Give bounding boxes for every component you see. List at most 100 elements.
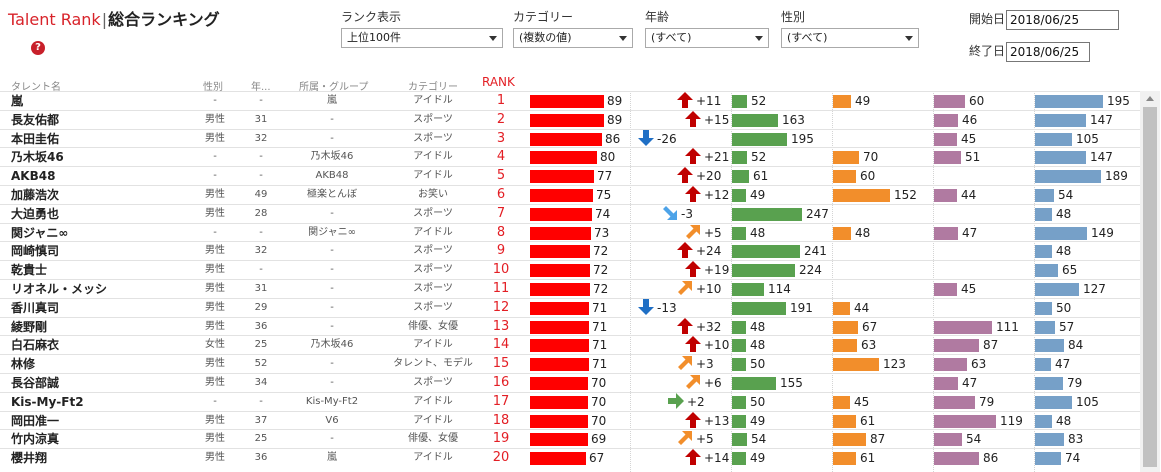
rank-change-value: +10	[704, 338, 730, 353]
metric-bar	[732, 377, 776, 390]
header-name[interactable]: タレント名	[11, 82, 61, 93]
trend-up-icon	[677, 317, 693, 334]
category-cell: アイドル	[413, 226, 453, 238]
score-bar	[530, 189, 593, 202]
category-cell: アイドル	[413, 95, 453, 106]
talent-name: 乃木坂46	[11, 150, 64, 165]
header-rank[interactable]: RANK	[482, 75, 515, 89]
table-row[interactable]: 本田圭佑 男性 32 - スポーツ 3 86 -26 195 45 105	[0, 128, 1140, 148]
header-gender[interactable]: 性別	[203, 82, 223, 93]
table-row[interactable]: 櫻井翔 男性 36 嵐 アイドル 20 67 +14 49 61 86 74	[0, 448, 1140, 467]
table-row[interactable]: 白石麻衣 女性 25 乃木坂46 アイドル 14 71 +10 48 63 87 84	[0, 335, 1140, 354]
metric-value: 60	[860, 169, 876, 184]
age-cell: 31	[254, 283, 268, 294]
metric-value: 46	[962, 112, 978, 127]
table-row[interactable]: 香川真司 男性 29 - スポーツ 12 71 -13 191 44 50	[0, 297, 1140, 317]
talent-name: 白石麻衣	[11, 338, 60, 353]
rank-display-select[interactable]: 上位100件	[341, 28, 503, 48]
rank-cell: 11	[492, 281, 510, 296]
metric-bar	[732, 433, 747, 447]
metric-value: 163	[782, 112, 805, 127]
table-row[interactable]: 綾野剛 男性 36 - 俳優、女優 13 71 +32 48 67 111 57	[0, 316, 1140, 336]
trend-up-icon	[685, 148, 701, 165]
table-row[interactable]: 林修 男性 52 - タレント、モデル 15 71 +3 50 123 63 47	[0, 354, 1140, 373]
column-divider	[933, 91, 934, 472]
metric-value: 114	[768, 282, 791, 296]
table-row[interactable]: 嵐 - - 嵐 アイドル 1 89 +11 52 49 60 195	[0, 91, 1140, 110]
header-age[interactable]: 年...	[251, 82, 271, 93]
group-cell: -	[330, 132, 334, 144]
metric-value: 54	[966, 432, 982, 447]
talent-name: 乾貴士	[11, 263, 48, 278]
rank-change-value: +24	[696, 244, 722, 259]
filter-label-gender: 性別	[781, 10, 806, 24]
metric-bar	[934, 95, 965, 108]
score-value: 86	[605, 131, 621, 146]
metric-bar	[1035, 358, 1051, 372]
table-row[interactable]: 関ジャニ∞ - - 関ジャニ∞ アイドル 8 73 +5 48 48 47 149	[0, 222, 1140, 242]
table-row[interactable]: 乾貴士 男性 - - スポーツ 10 72 +19 224 65	[0, 260, 1140, 279]
start-date-input[interactable]: 2018/06/25	[1006, 10, 1119, 30]
talent-name: 竹内涼真	[11, 432, 60, 447]
gender-cell: 男性	[205, 189, 225, 200]
table-row[interactable]: 岡田准一 男性 37 V6 アイドル 18 70 +13 49 61 119 48	[0, 410, 1140, 430]
table-row[interactable]: 長谷部誠 男性 34 - スポーツ 16 70 +6 155 47 79	[0, 373, 1140, 392]
vertical-scrollbar[interactable]	[1140, 91, 1160, 472]
metric-value: 50	[1056, 300, 1072, 315]
gender-select[interactable]: (すべて)	[781, 28, 919, 48]
age-cell: -	[259, 395, 263, 407]
table-row[interactable]: AKB48 - - AKB48 アイドル 5 77 +20 61 60 189	[0, 166, 1140, 185]
metric-value: 50	[750, 394, 766, 409]
group-cell: -	[330, 358, 334, 370]
end-date-input[interactable]: 2018/06/25	[1006, 42, 1090, 62]
group-cell: 乃木坂46	[310, 339, 354, 351]
metric-value: 50	[750, 357, 766, 372]
category-cell: スポーツ	[413, 264, 453, 276]
metric-value: 48	[750, 338, 766, 353]
header-category[interactable]: カテゴリー	[408, 82, 458, 93]
metric-bar	[1035, 283, 1079, 296]
table-row[interactable]: 竹内涼真 男性 25 - 俳優、女優 19 69 +5 54 87 54 83	[0, 429, 1140, 448]
metric-bar	[934, 189, 957, 202]
category-cell: スポーツ	[413, 207, 453, 219]
trend-down-icon	[638, 129, 654, 146]
scroll-up-icon[interactable]	[1146, 96, 1154, 101]
rank-change-value: +6	[704, 376, 722, 390]
metric-bar	[732, 414, 746, 428]
metric-bar	[833, 189, 890, 202]
metric-value: 57	[1059, 319, 1075, 334]
group-cell: 乃木坂46	[310, 151, 354, 163]
chevron-down-icon	[905, 36, 913, 41]
table-row[interactable]: 岡崎慎司 男性 32 - スポーツ 9 72 +24 241 48	[0, 241, 1140, 260]
score-bar	[530, 170, 594, 184]
score-value: 75	[596, 188, 612, 202]
table-row[interactable]: 長友佑都 男性 31 - スポーツ 2 89 +15 163 46 147	[0, 109, 1140, 129]
scrollbar-thumb[interactable]	[1143, 107, 1157, 467]
table-row[interactable]: 大迫勇也 男性 28 - スポーツ 7 74 -3 247 48	[0, 203, 1140, 223]
help-icon[interactable]: ?	[31, 41, 45, 55]
score-bar	[530, 113, 604, 127]
column-divider	[832, 91, 833, 472]
group-cell: -	[330, 301, 334, 313]
metric-value: 47	[962, 376, 978, 390]
score-value: 74	[595, 206, 611, 221]
metric-value: 241	[804, 244, 827, 259]
metric-bar	[1035, 395, 1072, 409]
table-row[interactable]: Kis-My-Ft2 - - Kis-My-Ft2 アイドル 17 70 +2 50 45 79 10…	[0, 391, 1140, 411]
rank-cell: 9	[496, 243, 506, 259]
table-row[interactable]: リオネル・メッシ 男性 31 - スポーツ 11 72 +10 114 45 127	[0, 279, 1140, 298]
table-row[interactable]: 乃木坂46 - - 乃木坂46 アイドル 4 80 +21 52 70 51 147	[0, 147, 1140, 166]
metric-bar	[934, 433, 962, 447]
trend-up-icon	[685, 110, 701, 127]
metric-value: 191	[790, 300, 813, 315]
metric-value: 195	[791, 131, 814, 146]
metric-bar	[833, 414, 856, 428]
metric-value: 49	[855, 94, 871, 108]
table-row[interactable]: 加藤浩次 男性 49 極楽とんぼ お笑い 6 75 +12 49 152 44 54	[0, 185, 1140, 204]
rank-change-value: +11	[696, 94, 722, 108]
talent-name: 大迫勇也	[11, 206, 60, 221]
category-select[interactable]: (複数の値)	[513, 28, 633, 48]
age-select[interactable]: (すべて)	[645, 28, 769, 48]
header-group[interactable]: 所属・グループ	[299, 82, 369, 93]
metric-bar	[732, 339, 746, 353]
